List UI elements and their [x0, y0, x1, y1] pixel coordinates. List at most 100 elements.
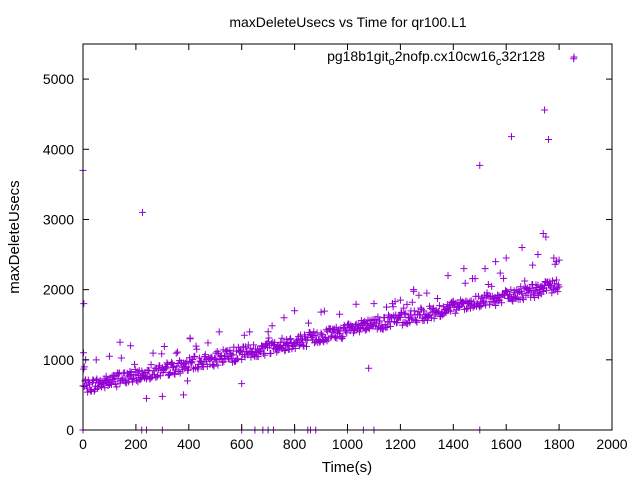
data-point [500, 274, 508, 282]
y-tick-label: 2000 [43, 282, 74, 298]
axes: 0 200 400 600 800 1000 1200 1400 1600 1800 2000 0 10… [43, 44, 628, 452]
data-point [415, 291, 423, 299]
y-tick-label: 1000 [43, 352, 74, 368]
data-point [376, 317, 384, 325]
data-point [385, 318, 393, 326]
data-point [168, 358, 176, 366]
data-point [378, 321, 386, 329]
data-point [392, 319, 400, 327]
data-point [133, 376, 141, 384]
data-point [336, 310, 344, 318]
legend-label-part: c [496, 56, 502, 68]
legend-marker [570, 53, 578, 61]
data-point [117, 354, 125, 362]
data-point [127, 342, 135, 350]
legend-label-part: pg18b1git [327, 48, 389, 64]
data-point [162, 364, 170, 372]
data-point [494, 297, 502, 305]
data-point [286, 335, 294, 343]
data-point [355, 328, 363, 336]
y-tick-label: 5000 [43, 71, 74, 87]
data-point [507, 286, 515, 294]
data-point [142, 394, 150, 402]
data-point [485, 293, 493, 301]
data-point [410, 286, 418, 294]
data-point [220, 358, 228, 366]
data-point [191, 352, 199, 360]
data-point [185, 363, 193, 371]
legend-label-part: 32r128 [501, 48, 545, 64]
data-point [539, 229, 547, 237]
data-point [102, 372, 110, 380]
data-point [374, 313, 382, 321]
data-point [115, 370, 123, 378]
data-point [402, 319, 410, 327]
data-point [534, 251, 542, 259]
data-point [412, 317, 420, 325]
data-point [278, 334, 286, 342]
data-point [271, 339, 279, 347]
data-point [116, 338, 124, 346]
x-tick-label: 800 [283, 436, 307, 452]
data-point [456, 303, 464, 311]
data-point [229, 351, 237, 359]
data-point [204, 339, 212, 347]
y-axis-label: maxDeleteUsecs [6, 180, 23, 293]
data-point [381, 314, 389, 322]
data-point [435, 302, 443, 310]
data-point [461, 279, 469, 287]
data-point [469, 303, 477, 311]
data-point [180, 391, 188, 399]
data-point [168, 360, 176, 368]
data-point [214, 361, 222, 369]
data-point [413, 318, 421, 326]
data-point [172, 349, 180, 357]
data-point [175, 368, 183, 376]
x-tick-label: 2000 [596, 436, 627, 452]
data-point [83, 384, 91, 392]
data-point [234, 355, 242, 363]
data-point [519, 296, 527, 304]
data-point [463, 305, 471, 313]
data-point [287, 335, 295, 343]
data-point [541, 106, 549, 114]
x-axis-label: Time(s) [322, 459, 372, 476]
data-point [199, 363, 207, 371]
x-tick-label: 1000 [332, 436, 363, 452]
data-point [396, 313, 404, 321]
data-point [338, 334, 346, 342]
data-point [481, 265, 489, 273]
data-point [460, 265, 468, 273]
data-point [555, 256, 563, 264]
data-point [184, 366, 192, 374]
data-point [470, 298, 478, 306]
data-point [424, 316, 432, 324]
data-point [174, 348, 182, 356]
data-point [408, 298, 416, 306]
data-point [393, 318, 401, 326]
data-point [172, 366, 180, 374]
data-point [238, 380, 246, 388]
data-point [113, 383, 121, 391]
data-point [92, 356, 100, 364]
data-point [211, 356, 219, 364]
data-point [131, 360, 139, 368]
data-point [496, 269, 504, 277]
data-point [166, 369, 174, 377]
data-point [317, 308, 325, 316]
data-point [471, 275, 479, 283]
data-point [529, 261, 537, 269]
data-point [502, 254, 510, 262]
data-point [400, 310, 408, 318]
data-point [545, 135, 553, 143]
data-point [362, 319, 370, 327]
data-point [328, 332, 336, 340]
data-point [254, 353, 262, 361]
data-point [163, 359, 171, 367]
plot-area [79, 55, 578, 434]
data-point [219, 358, 227, 366]
data-point [170, 369, 178, 377]
data-point [507, 133, 515, 141]
data-point [317, 329, 325, 337]
